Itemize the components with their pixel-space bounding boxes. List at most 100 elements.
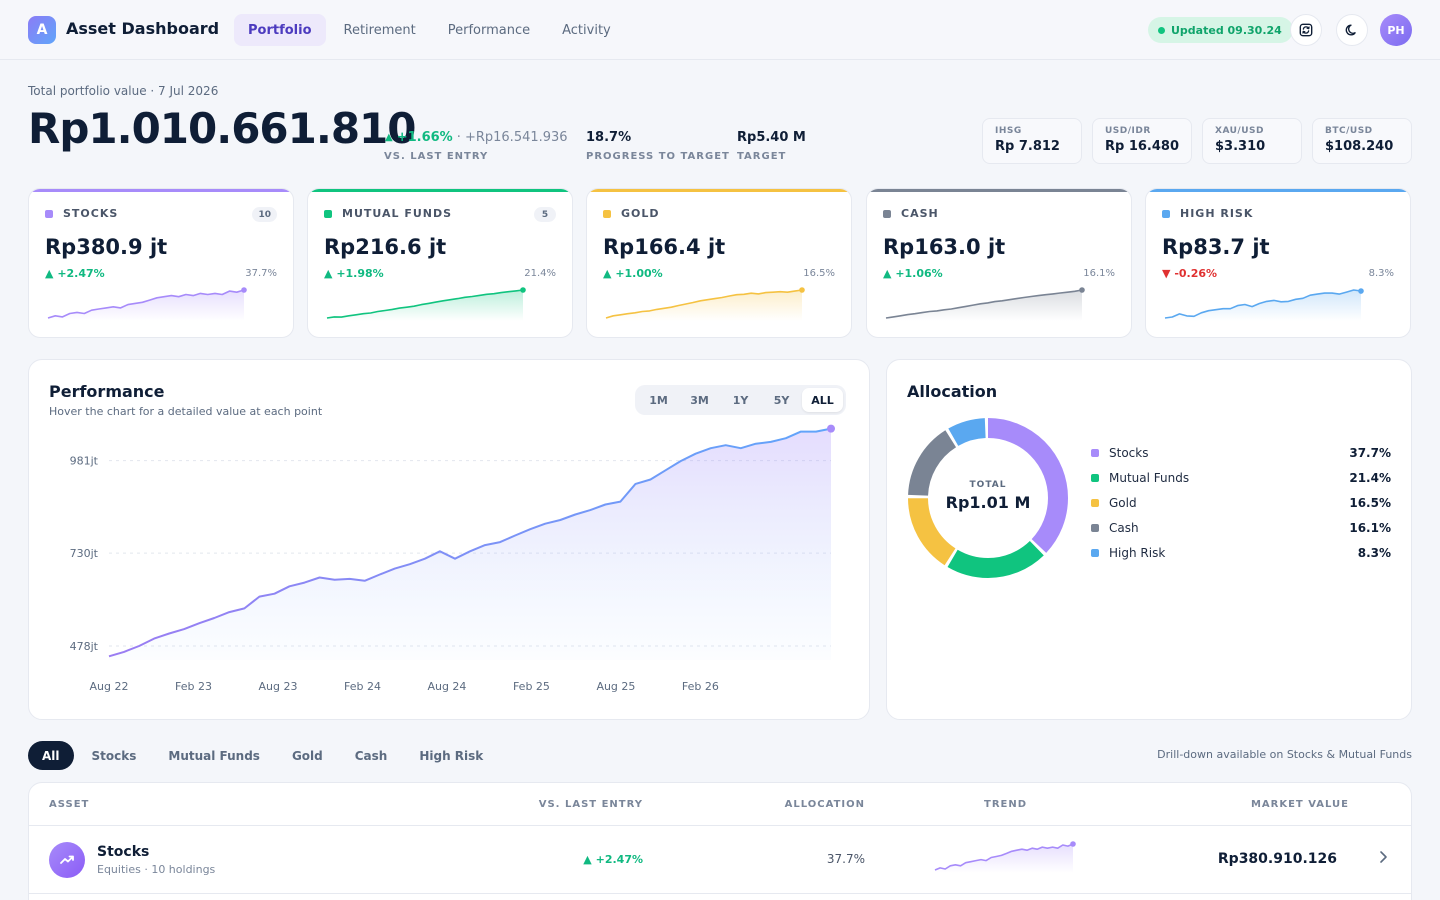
filter-cash[interactable]: Cash <box>354 748 388 763</box>
range-all[interactable]: ALL <box>802 388 843 412</box>
up-arrow-icon: ▲ <box>385 132 393 143</box>
ticker-value: Rp 16.480 <box>1105 139 1180 154</box>
category-sparkline <box>885 287 1085 321</box>
legend-percent: 21.4% <box>1349 470 1391 485</box>
sparkline-end-point <box>1358 288 1364 294</box>
filter-mutual-funds[interactable]: Mutual Funds <box>168 748 260 763</box>
sparkline-area <box>1165 290 1361 321</box>
legend-label: Mutual Funds <box>1109 470 1190 485</box>
sparkline-area <box>886 290 1082 321</box>
x-tick-label: Feb 24 <box>344 680 381 693</box>
allocation-title: Allocation <box>907 382 998 401</box>
sparkline-area <box>48 290 244 321</box>
sparkline-end-point <box>799 287 805 293</box>
table-row-divider <box>29 893 1411 894</box>
nav-portfolio[interactable]: Portfolio <box>234 14 326 46</box>
category-color-swatch <box>603 210 611 218</box>
refresh-icon <box>1299 23 1313 37</box>
performance-chart[interactable]: 981jt 730jt 478jt Aug 22 Feb 23 Aug 23 Feb 24 A… <box>29 360 871 721</box>
updated-badge: Updated 09.30.24 <box>1148 17 1293 43</box>
change-arrow-icon: ▲ <box>45 267 54 280</box>
chevron-right-icon[interactable] <box>1377 849 1389 865</box>
target-value: Rp5.40 M <box>737 130 806 145</box>
category-change-value: -0.26% <box>1174 267 1218 280</box>
category-value: Rp216.6 jt <box>324 235 447 259</box>
top-bar: A Asset Dashboard Portfolio Retirement P… <box>0 0 1440 60</box>
category-value: Rp163.0 jt <box>883 235 1006 259</box>
y-tick-label: 478jt <box>70 640 99 653</box>
performance-line <box>108 427 832 658</box>
category-card-cash[interactable]: CASH Rp163.0 jt ▲ +1.06% 16.1% <box>866 188 1132 338</box>
category-name: GOLD <box>621 207 660 220</box>
table-header-divider <box>29 825 1411 826</box>
theme-toggle-button[interactable] <box>1336 14 1368 46</box>
sparkline-end-point <box>241 287 247 293</box>
change-amount: · +Rp16.541.936 <box>456 130 568 145</box>
sparkline-end-point <box>1070 841 1076 847</box>
ticker-usd-idr: USD/IDR Rp 16.480 <box>1092 118 1192 164</box>
progress-value: 18.7% <box>586 130 632 145</box>
category-share: 16.5% <box>803 268 835 279</box>
range-3m[interactable]: 3M <box>690 393 709 407</box>
x-tick-label: Aug 24 <box>427 680 466 693</box>
change-arrow-icon: ▲ <box>883 267 892 280</box>
asset-change: ▲ +2.47% <box>583 853 643 866</box>
user-avatar[interactable]: PH <box>1380 14 1412 46</box>
category-card-gold[interactable]: GOLD Rp166.4 jt ▲ +1.00% 16.5% <box>586 188 852 338</box>
range-1y[interactable]: 1Y <box>732 393 749 407</box>
x-tick-label: Aug 25 <box>596 680 635 693</box>
card-accent-bar <box>867 189 1131 192</box>
range-1m[interactable]: 1M <box>649 393 668 407</box>
target-stat: Rp5.40 M TARGET <box>737 130 806 162</box>
target-caption: TARGET <box>737 151 787 162</box>
ticker-label: IHSG <box>995 126 1022 136</box>
legend-label: Stocks <box>1109 445 1149 460</box>
category-change: ▲ +2.47% <box>45 267 105 280</box>
ticker-label: USD/IDR <box>1105 126 1151 136</box>
performance-title: Performance <box>49 382 165 401</box>
category-card-stocks[interactable]: STOCKS 10 Rp380.9 jt ▲ +2.47% 37.7% <box>28 188 294 338</box>
sparkline-line <box>934 843 1074 871</box>
category-share: 37.7% <box>245 268 277 279</box>
nav-retirement[interactable]: Retirement <box>343 22 416 38</box>
asset-trend-sparkline <box>934 841 1076 873</box>
category-change-value: +1.98% <box>336 267 384 280</box>
sparkline-line <box>605 289 803 319</box>
range-5y[interactable]: 5Y <box>773 393 790 407</box>
performance-panel: Performance Hover the chart for a detail… <box>28 359 870 720</box>
refresh-button[interactable] <box>1290 14 1322 46</box>
change-arrow-icon: ▼ <box>1162 267 1171 280</box>
column-header-trend: TREND <box>984 799 1028 810</box>
filter-stocks[interactable]: Stocks <box>91 748 137 763</box>
category-change: ▲ +1.06% <box>883 267 943 280</box>
ticker-label: BTC/USD <box>1325 126 1373 136</box>
nav-activity[interactable]: Activity <box>562 22 611 38</box>
x-tick-label: Feb 23 <box>175 680 212 693</box>
sparkline-line <box>885 289 1083 319</box>
allocation-donut-chart[interactable] <box>905 415 1071 581</box>
category-change: ▼ -0.26% <box>1162 267 1217 280</box>
category-value: Rp166.4 jt <box>603 235 726 259</box>
progress-stat: 18.7% PROGRESS TO TARGET <box>586 130 730 162</box>
legend-label: High Risk <box>1109 545 1166 560</box>
donut-segment-mutual-funds <box>908 418 1068 578</box>
filter-all[interactable]: All <box>28 741 74 770</box>
category-value: Rp83.7 jt <box>1162 235 1270 259</box>
allocation-legend: Stocks 37.7% Mutual Funds 21.4% Gold 16.5% … <box>1091 440 1391 565</box>
legend-swatch <box>1091 448 1099 457</box>
sparkline-area <box>606 290 802 321</box>
category-color-swatch <box>324 210 332 218</box>
category-card-mutual-funds[interactable]: MUTUAL FUNDS 5 Rp216.6 jt ▲ +1.98% 21.4% <box>307 188 573 338</box>
category-card-high-risk[interactable]: HIGH RISK Rp83.7 jt ▼ -0.26% 8.3% <box>1145 188 1411 338</box>
legend-item-mutual-funds: Mutual Funds 21.4% <box>1091 465 1391 490</box>
filter-gold[interactable]: Gold <box>291 748 323 763</box>
holdings-count-badge: 5 <box>534 207 556 222</box>
ticker-value: $108.240 <box>1325 139 1394 154</box>
nav-performance[interactable]: Performance <box>447 22 531 38</box>
category-name: STOCKS <box>63 207 119 220</box>
performance-subtitle: Hover the chart for a detailed value at … <box>49 405 323 418</box>
allocation-panel: Allocation TOTAL Rp1.01 M Stocks 37.7% Mu… <box>886 359 1412 720</box>
filter-high-risk[interactable]: High Risk <box>419 748 484 763</box>
ticker-ihsg: IHSG Rp 7.812 <box>982 118 1082 164</box>
main-nav: Portfolio Retirement Performance Activit… <box>234 14 625 46</box>
